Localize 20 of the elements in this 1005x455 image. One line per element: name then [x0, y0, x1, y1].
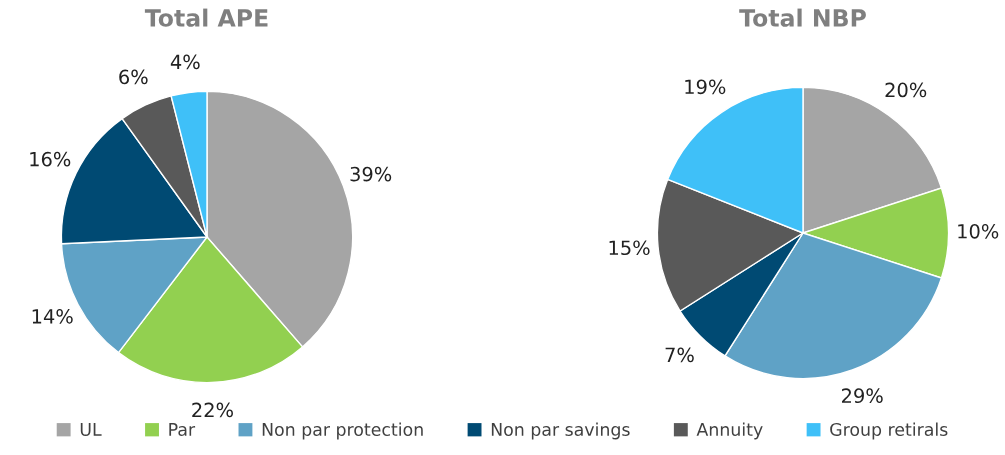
legend-label: Annuity	[696, 422, 763, 440]
data-label: 4%	[170, 54, 200, 70]
chart-title: Total NBP	[739, 8, 866, 27]
data-label: 20%	[885, 82, 927, 98]
data-label: 29%	[842, 388, 883, 404]
data-label: 6%	[119, 69, 148, 85]
data-label: 14%	[32, 308, 73, 324]
data-label: 15%	[609, 240, 650, 256]
data-label: 39%	[350, 166, 392, 182]
legend-label: Non par savings	[491, 422, 630, 440]
data-label: 7%	[665, 347, 694, 363]
legend-label: Group retirals	[830, 422, 948, 440]
data-label: 10%	[958, 223, 999, 239]
chart-title: Total APE	[144, 8, 268, 27]
data-label: 19%	[685, 79, 726, 95]
data-label: 16%	[30, 151, 71, 167]
legend-label: Non par protection	[262, 422, 423, 440]
legend-label: Par	[169, 423, 196, 437]
legend-label: UL	[80, 423, 102, 437]
data-label: 22%	[192, 402, 233, 418]
